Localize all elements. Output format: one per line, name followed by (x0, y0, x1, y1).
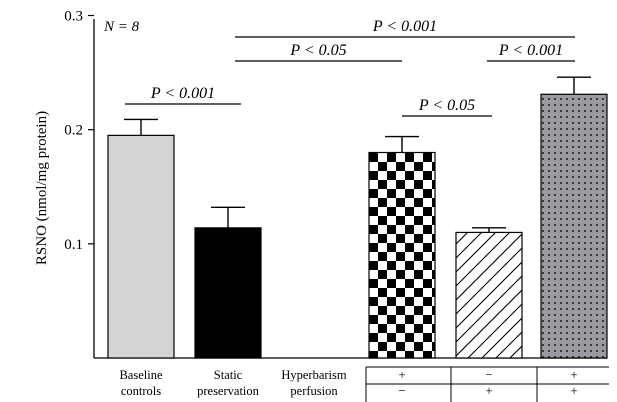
condition-cell: − (398, 383, 405, 398)
y-tick-label: 0.2 (64, 123, 83, 139)
significance-brackets: P < 0.001 P < 0.05 P < 0.001 P < 0.05 P < 0.… (125, 18, 575, 117)
bar (368, 151, 436, 359)
x-tick-label: Static (214, 368, 243, 382)
x-axis-labels: Baseline controls Static preservation (119, 368, 259, 398)
condition-table: Hyperbarism + − +perfusion − + + (281, 366, 609, 402)
bar (455, 231, 523, 359)
significance-label: P < 0.05 (289, 42, 346, 59)
significance-label: P < 0.001 (498, 42, 563, 59)
significance-label: P < 0.001 (150, 85, 215, 102)
x-tick-label: preservation (197, 384, 260, 398)
n-annotation: N = 8 (103, 19, 140, 35)
significance-label: P < 0.001 (372, 18, 437, 35)
condition-cell: + (570, 383, 577, 398)
condition-row-label: Hyperbarism (281, 368, 347, 382)
y-axis-label: RSNO (nmol/mg protein) (34, 111, 50, 265)
condition-cell: + (398, 367, 405, 382)
bar (107, 134, 175, 359)
condition-cell: − (485, 367, 492, 382)
bar (194, 227, 262, 359)
bar (540, 93, 608, 359)
y-tick-label: 0.3 (64, 9, 83, 25)
y-tick-label: 0.1 (64, 237, 83, 253)
condition-row-label: perfusion (290, 384, 338, 398)
x-tick-label: controls (121, 384, 161, 398)
significance-label: P < 0.05 (418, 97, 475, 114)
bars (107, 76, 608, 359)
condition-cell: + (570, 367, 577, 382)
y-ticks: 0.1 0.2 0.3 (64, 9, 94, 253)
condition-cell: + (485, 383, 492, 398)
x-tick-label: Baseline (119, 368, 162, 382)
